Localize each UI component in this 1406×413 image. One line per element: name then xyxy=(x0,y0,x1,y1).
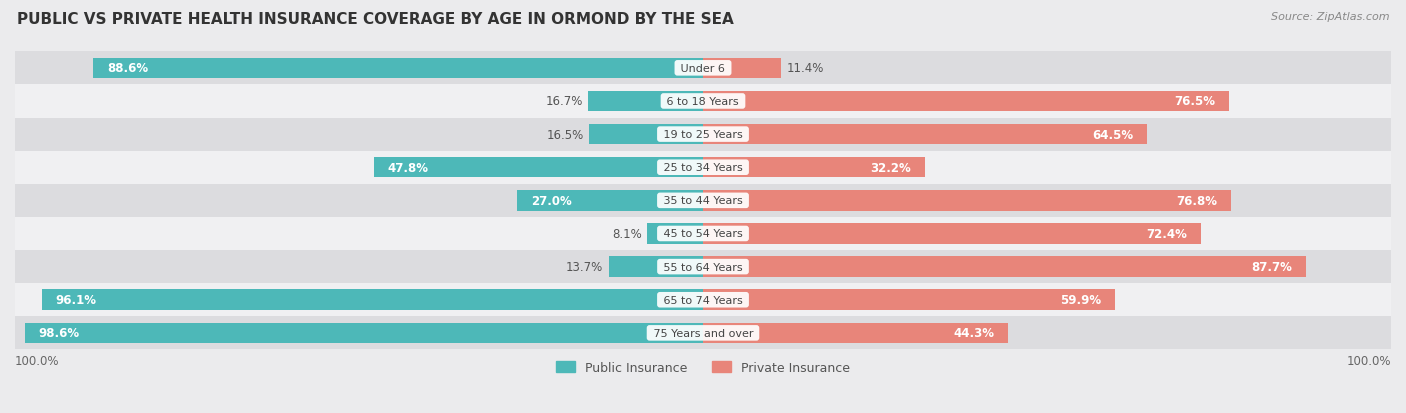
Text: 35 to 44 Years: 35 to 44 Years xyxy=(659,196,747,206)
Bar xyxy=(15,85,1391,118)
Bar xyxy=(703,323,1008,343)
Text: 19 to 25 Years: 19 to 25 Years xyxy=(659,130,747,140)
Bar xyxy=(15,151,1391,184)
Bar xyxy=(703,257,1306,277)
Bar xyxy=(703,124,1147,145)
Bar xyxy=(42,290,703,310)
Bar xyxy=(517,191,703,211)
Text: 88.6%: 88.6% xyxy=(107,62,148,75)
Text: 6 to 18 Years: 6 to 18 Years xyxy=(664,97,742,107)
Text: Source: ZipAtlas.com: Source: ZipAtlas.com xyxy=(1271,12,1389,22)
Bar xyxy=(703,224,1201,244)
Text: 76.8%: 76.8% xyxy=(1177,195,1218,207)
Bar xyxy=(15,52,1391,85)
Text: PUBLIC VS PRIVATE HEALTH INSURANCE COVERAGE BY AGE IN ORMOND BY THE SEA: PUBLIC VS PRIVATE HEALTH INSURANCE COVER… xyxy=(17,12,734,27)
Bar xyxy=(25,323,703,343)
Text: 13.7%: 13.7% xyxy=(567,261,603,273)
Bar xyxy=(93,58,703,79)
Bar xyxy=(589,124,703,145)
Text: 64.5%: 64.5% xyxy=(1092,128,1133,141)
Bar xyxy=(588,91,703,112)
Text: 72.4%: 72.4% xyxy=(1146,228,1187,240)
Bar xyxy=(15,184,1391,217)
Text: 76.5%: 76.5% xyxy=(1174,95,1216,108)
Text: 59.9%: 59.9% xyxy=(1060,294,1101,306)
Bar xyxy=(703,191,1232,211)
Text: 27.0%: 27.0% xyxy=(531,195,572,207)
Text: 44.3%: 44.3% xyxy=(953,327,994,339)
Text: 8.1%: 8.1% xyxy=(612,228,641,240)
Bar xyxy=(15,283,1391,316)
Text: 65 to 74 Years: 65 to 74 Years xyxy=(659,295,747,305)
Bar xyxy=(15,316,1391,349)
Bar xyxy=(609,257,703,277)
Bar xyxy=(703,158,925,178)
Text: 32.2%: 32.2% xyxy=(870,161,911,174)
Bar xyxy=(647,224,703,244)
Bar xyxy=(15,250,1391,283)
Text: 55 to 64 Years: 55 to 64 Years xyxy=(659,262,747,272)
Text: 87.7%: 87.7% xyxy=(1251,261,1292,273)
Text: 96.1%: 96.1% xyxy=(56,294,97,306)
Text: 16.7%: 16.7% xyxy=(546,95,582,108)
Bar xyxy=(703,91,1229,112)
Legend: Public Insurance, Private Insurance: Public Insurance, Private Insurance xyxy=(551,356,855,379)
Text: 45 to 54 Years: 45 to 54 Years xyxy=(659,229,747,239)
Text: 100.0%: 100.0% xyxy=(15,354,59,368)
Text: 47.8%: 47.8% xyxy=(388,161,429,174)
Text: Under 6: Under 6 xyxy=(678,64,728,74)
Bar xyxy=(703,290,1115,310)
Text: 16.5%: 16.5% xyxy=(547,128,583,141)
Text: 100.0%: 100.0% xyxy=(1347,354,1391,368)
Bar xyxy=(374,158,703,178)
Text: 11.4%: 11.4% xyxy=(787,62,824,75)
Bar xyxy=(15,118,1391,151)
Bar xyxy=(703,58,782,79)
Text: 75 Years and over: 75 Years and over xyxy=(650,328,756,338)
Bar xyxy=(15,217,1391,250)
Text: 25 to 34 Years: 25 to 34 Years xyxy=(659,163,747,173)
Text: 98.6%: 98.6% xyxy=(38,327,80,339)
